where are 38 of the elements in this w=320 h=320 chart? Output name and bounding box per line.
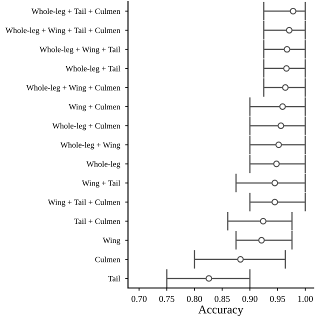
point bbox=[237, 256, 244, 263]
y-tick-label: Wing + Tail + Culmen bbox=[48, 199, 120, 207]
point bbox=[260, 218, 267, 225]
y-tick-label: Wing bbox=[102, 238, 120, 245]
x-tick-label: 0.80 bbox=[186, 296, 202, 302]
x-tick-label: 1.00 bbox=[298, 296, 313, 302]
y-tick-label: Whole-leg + Wing + Tail bbox=[40, 46, 120, 54]
x-axis-title: Accuracy bbox=[198, 306, 244, 316]
point bbox=[278, 122, 284, 130]
y-tick-label: Tail bbox=[108, 276, 120, 282]
x-tick-label: 0.70 bbox=[132, 296, 147, 302]
point bbox=[290, 8, 296, 14]
point bbox=[258, 236, 265, 244]
x-tick-label: 0.90 bbox=[242, 296, 258, 302]
y-tick-label: Tail + Culmen bbox=[74, 218, 120, 224]
y-tick-label: Wing + Culmen bbox=[68, 104, 120, 112]
point bbox=[273, 160, 280, 168]
point bbox=[275, 141, 282, 148]
point bbox=[279, 103, 286, 110]
point bbox=[271, 180, 278, 186]
point bbox=[286, 26, 293, 34]
point bbox=[282, 84, 289, 91]
x-tick-label: 0.85 bbox=[214, 296, 230, 302]
point bbox=[206, 275, 212, 282]
y-tick-label: Whole-leg + Tail bbox=[66, 66, 120, 73]
y-tick-label: Whole-leg + Wing + Culmen bbox=[26, 84, 120, 92]
y-tick-label: Wing + Tail bbox=[82, 180, 120, 188]
y-tick-label: Whole-leg + Culmen bbox=[52, 122, 120, 130]
y-tick-label: Whole-leg + Tail + Culmen bbox=[31, 8, 120, 16]
y-tick-label: Whole-leg + Wing + Tail + Culmen bbox=[5, 27, 120, 35]
y-tick-label: Culmen bbox=[95, 256, 120, 262]
point bbox=[271, 198, 278, 206]
point bbox=[283, 65, 290, 72]
x-tick-label: 0.95 bbox=[270, 296, 286, 302]
x-tick-label: 0.75 bbox=[159, 296, 174, 302]
y-tick-label: Whole-leg bbox=[86, 161, 120, 168]
y-tick-label: Whole-leg + Wing bbox=[60, 142, 120, 150]
point bbox=[284, 46, 290, 53]
